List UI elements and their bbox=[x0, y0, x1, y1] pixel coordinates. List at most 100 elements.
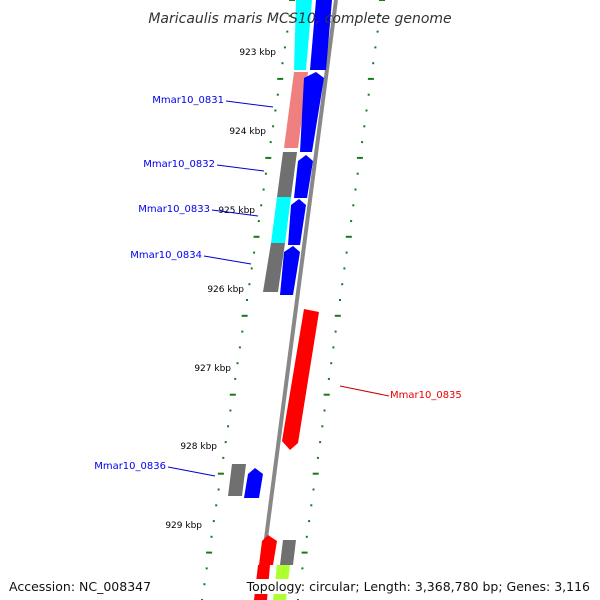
cog-block bbox=[228, 464, 246, 496]
tick-label: 923 kbp bbox=[239, 48, 276, 58]
leader-line bbox=[225, 100, 274, 108]
ring-dot bbox=[236, 362, 239, 365]
ring-dot bbox=[312, 488, 315, 491]
genome-summary: Topology: circular; Length: 3,368,780 bp… bbox=[244, 579, 590, 594]
ring-dot bbox=[253, 235, 260, 238]
dotted-rings bbox=[201, 0, 385, 600]
cog-block bbox=[284, 72, 308, 148]
leader-line bbox=[216, 164, 265, 172]
ring-dot bbox=[323, 409, 326, 412]
gene-arrow-mmar10-0831[interactable] bbox=[300, 72, 324, 152]
leader-line bbox=[211, 209, 259, 217]
gene-arrow[interactable] bbox=[310, 0, 332, 70]
leader-line bbox=[203, 255, 252, 265]
ring-dot bbox=[205, 567, 208, 570]
gene-arrow-mmar10-0832[interactable] bbox=[294, 155, 313, 198]
accession-label: Accession: NC_008347 bbox=[9, 579, 152, 594]
tick-label: 928 kbp bbox=[180, 442, 217, 452]
gene-labels: Mmar10_0831 Mmar10_0832 Mmar10_0833 Mmar… bbox=[94, 95, 462, 472]
ring-dot bbox=[274, 109, 277, 112]
ring-dot bbox=[345, 235, 352, 238]
ring-dot bbox=[288, 14, 291, 17]
tick-label: 925 kbp bbox=[218, 206, 255, 216]
ring-dot bbox=[350, 220, 353, 223]
ring-dot bbox=[312, 472, 319, 475]
ring-dot bbox=[376, 30, 379, 33]
ring-dot bbox=[264, 172, 267, 175]
ring-dot bbox=[367, 93, 370, 96]
tick-labels: 923 kbp 924 kbp 925 kbp 926 kbp 927 kbp … bbox=[165, 48, 276, 531]
ring-dot bbox=[363, 125, 366, 128]
ring-dot bbox=[272, 125, 275, 128]
ring-dot bbox=[276, 93, 279, 96]
ring-dot bbox=[210, 535, 213, 538]
ring-dot bbox=[332, 346, 335, 349]
ring-dot bbox=[260, 204, 263, 207]
gene-label-mmar10-0833[interactable]: Mmar10_0833 bbox=[138, 204, 210, 215]
tick-label: 929 kbp bbox=[165, 521, 202, 531]
ring-dot bbox=[367, 77, 374, 80]
ring-dot bbox=[372, 62, 375, 65]
ring-dot bbox=[257, 220, 260, 223]
ring-dot bbox=[286, 30, 289, 33]
ring-dot bbox=[246, 299, 248, 301]
tick-label: 927 kbp bbox=[194, 364, 231, 374]
cog-block bbox=[294, 0, 312, 70]
tick-label: 924 kbp bbox=[229, 127, 266, 137]
gene-label-leaders bbox=[167, 100, 390, 477]
ring-dot bbox=[339, 299, 341, 301]
ring-dot bbox=[241, 314, 248, 317]
ring-dot bbox=[234, 377, 237, 380]
ring-dot bbox=[224, 441, 227, 444]
genome-backbone bbox=[256, 0, 338, 600]
gene-label-mmar10-0832[interactable]: Mmar10_0832 bbox=[143, 159, 215, 170]
ring-dot bbox=[365, 109, 368, 112]
gene-arrow[interactable] bbox=[259, 535, 277, 565]
ring-dot bbox=[281, 62, 284, 65]
ring-dot bbox=[241, 330, 244, 333]
ring-dot bbox=[238, 346, 241, 349]
ring-dot bbox=[323, 393, 330, 396]
ring-dot bbox=[310, 504, 313, 507]
gene-label-mmar10-0835[interactable]: Mmar10_0835 bbox=[390, 390, 462, 401]
ring-dot bbox=[229, 409, 232, 412]
tick-label: 926 kbp bbox=[207, 285, 244, 295]
gene-arrow-mmar10-0836[interactable] bbox=[244, 468, 263, 498]
cog-block bbox=[271, 197, 291, 243]
ring-dot bbox=[334, 314, 341, 317]
ring-dot bbox=[289, 0, 295, 1]
ring-dot bbox=[354, 188, 357, 191]
ring-dot bbox=[212, 520, 215, 523]
cog-block bbox=[263, 243, 285, 292]
leader-line bbox=[167, 466, 216, 477]
ring-dot bbox=[222, 456, 225, 459]
ring-dot bbox=[277, 77, 284, 80]
gene-label-mmar10-0834[interactable]: Mmar10_0834 bbox=[130, 250, 202, 261]
ring-dot bbox=[250, 267, 253, 270]
ring-dot bbox=[327, 377, 330, 380]
ring-dot bbox=[378, 14, 381, 17]
gene-arrow-mmar10-0834[interactable] bbox=[280, 246, 300, 295]
leader-line bbox=[339, 385, 390, 397]
gene-arrow-mmar10-0833[interactable] bbox=[288, 199, 306, 245]
ring-dot bbox=[319, 441, 322, 444]
ring-dot bbox=[301, 551, 308, 554]
ring-dot bbox=[227, 425, 230, 428]
ring-dot bbox=[334, 330, 337, 333]
gene-arrow-mmar10-0835[interactable] bbox=[282, 309, 319, 450]
cog-block bbox=[280, 540, 296, 565]
ring-dot bbox=[330, 362, 333, 365]
cog-block bbox=[277, 152, 297, 197]
gene-label-mmar10-0831[interactable]: Mmar10_0831 bbox=[152, 95, 224, 106]
ring-dot bbox=[253, 251, 256, 254]
ring-dot bbox=[301, 567, 304, 570]
ring-dot bbox=[265, 156, 272, 159]
ring-dot bbox=[217, 488, 220, 491]
ring-dot bbox=[215, 504, 218, 507]
ring-dot bbox=[345, 251, 348, 254]
gene-label-mmar10-0836[interactable]: Mmar10_0836 bbox=[94, 461, 166, 472]
ring-dot bbox=[229, 393, 236, 396]
ring-dot bbox=[361, 141, 364, 144]
ring-dot bbox=[308, 520, 311, 523]
